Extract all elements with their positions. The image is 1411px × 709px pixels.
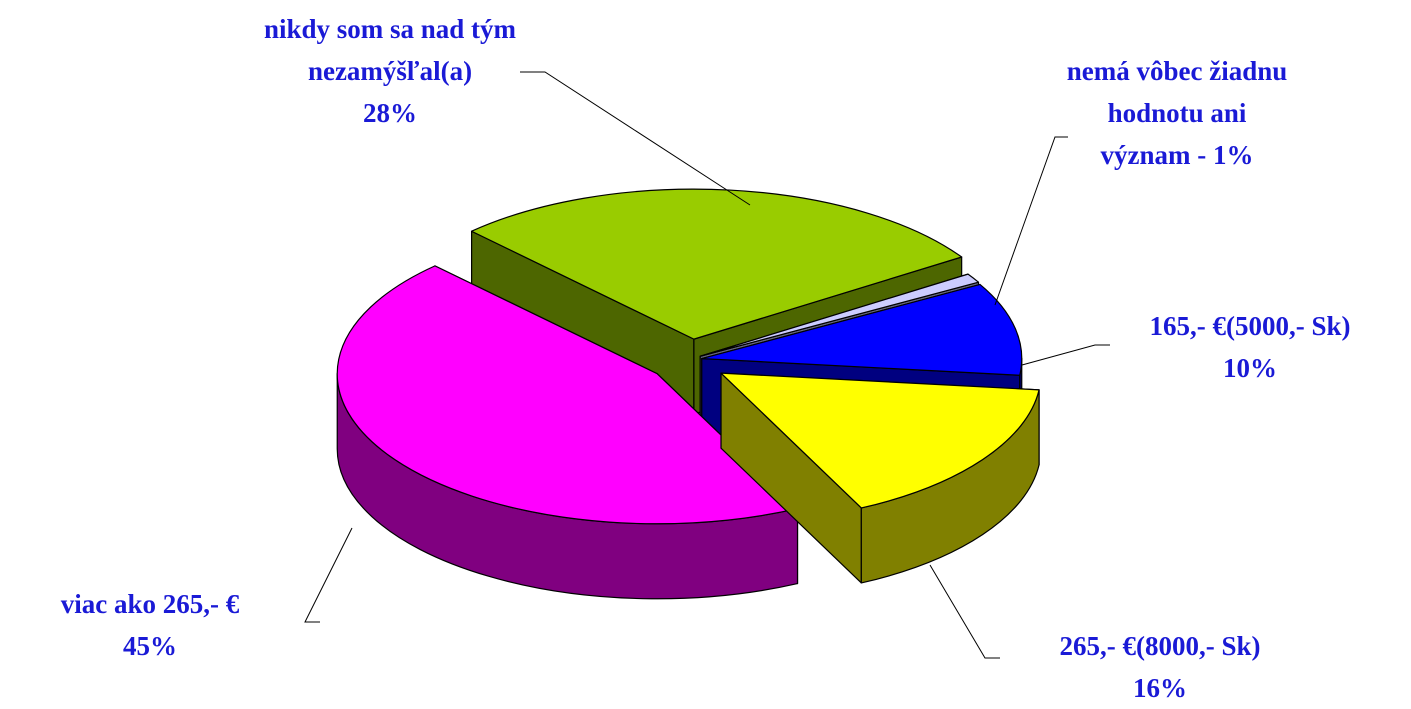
value-label: 10% [1223,353,1277,383]
slice-label: 165,- €(5000,- Sk) 10% [1100,305,1400,389]
leader-line [994,136,1068,306]
slice-label: nemá vôbec žiadnu hodnotu ani význam - 1… [1062,50,1292,176]
category-label: nikdy som sa nad tým nezamýšľal(a) [263,14,517,86]
value-label: 16% [1133,673,1187,703]
slice [701,283,1023,376]
value-label: 28% [363,98,417,128]
leader-line [1021,344,1110,366]
category-label: viac ako 265,- € [60,589,240,619]
value-label: 45% [123,631,177,661]
category-label: 165,- €(5000,- Sk) [1149,311,1351,341]
category-label: nemá vôbec žiadnu hodnotu ani význam - [1066,56,1288,170]
leader-line [304,527,353,623]
slice [720,372,1040,509]
value-label: 1% [1212,140,1254,170]
slice [336,265,799,525]
slice-label: viac ako 265,- € 45% [0,583,300,667]
slice [699,273,980,357]
slice-label: nikdy som sa nad tým nezamýšľal(a) 28% [240,8,540,134]
slice [471,188,963,340]
leader-line [929,564,1000,659]
slice-label: 265,- €(8000,- Sk) 16% [1010,625,1310,709]
category-label: 265,- €(8000,- Sk) [1059,631,1261,661]
leader-line [520,71,751,206]
